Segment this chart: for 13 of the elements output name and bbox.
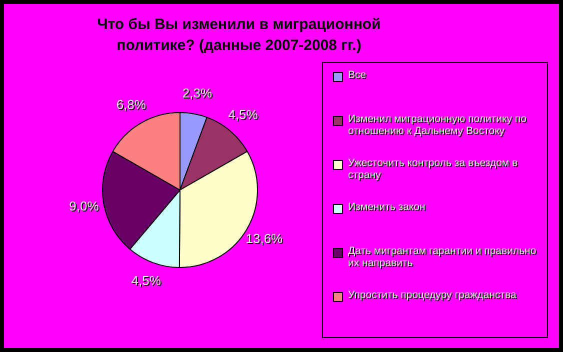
data-label: 6,8%: [116, 97, 146, 112]
legend-label: Изменить закон: [348, 201, 426, 213]
data-label: 4,5%: [132, 274, 162, 289]
data-label: 4,5%: [229, 108, 260, 124]
legend-label: Ужесточить контроль за въездом в страну: [348, 157, 519, 181]
chart-title: Что бы Вы изменили в миграционной политике? (данные 2007-2008 гг.): [96, 15, 382, 56]
legend-label: Изменил миграционную политику по отношению к Дальнему Востоку: [348, 113, 528, 137]
data-label: 9,0%: [70, 199, 100, 214]
legend-label: Все: [348, 69, 366, 81]
data-label: 13,6%: [246, 232, 284, 247]
data-label: 2,3%: [183, 86, 214, 102]
legend-label: Упростить процедуру гражданства: [348, 289, 516, 301]
legend-label: Дать мигрантам гарантии и правильно их направить: [348, 245, 538, 269]
